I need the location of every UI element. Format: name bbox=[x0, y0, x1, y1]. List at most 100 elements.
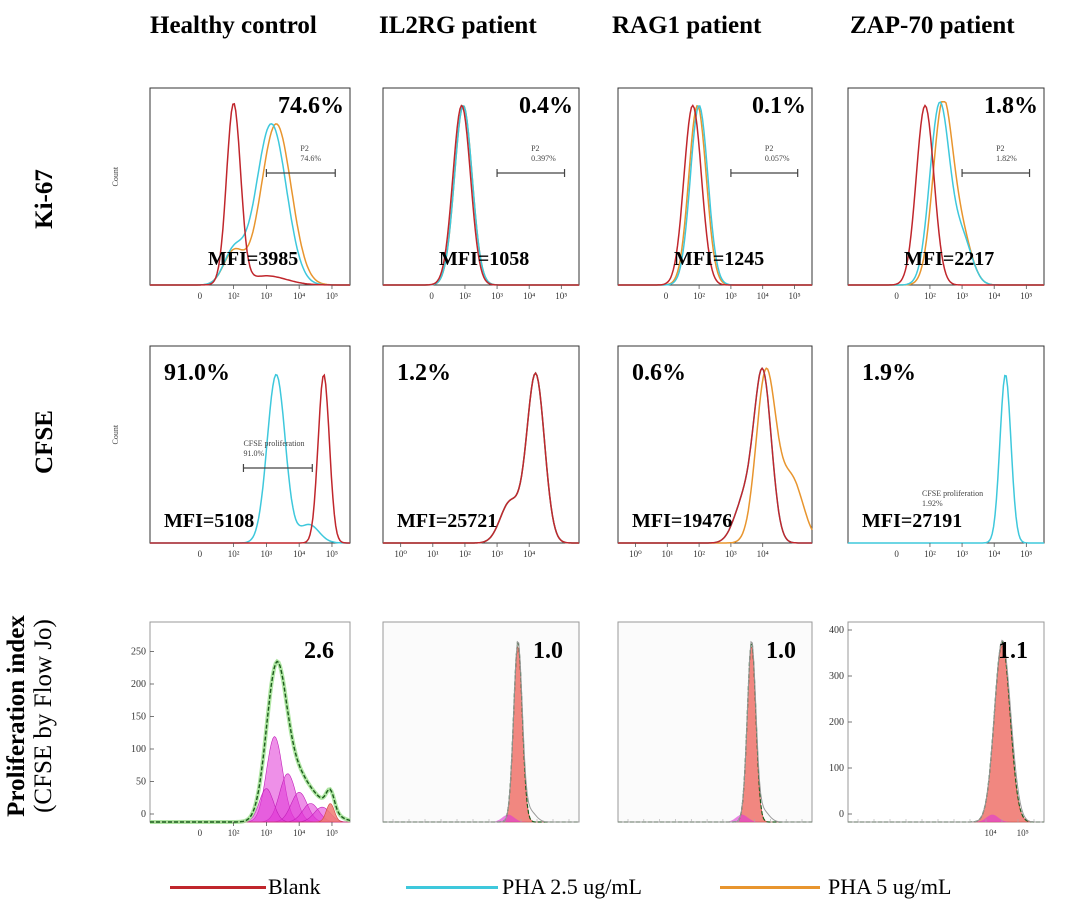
panel-ki67-1-gate-value: 0.397% bbox=[531, 154, 556, 163]
column-title-healthy-control: Healthy control bbox=[150, 12, 317, 39]
panel-cfse-1-frame bbox=[382, 345, 580, 544]
panel-cfse-3-percent: 1.9% bbox=[862, 360, 916, 386]
panel-cfse-0-percent: 91.0% bbox=[164, 360, 230, 386]
panel-cfse-0-gate-value: 91.0% bbox=[243, 449, 264, 458]
panel-ki67-1-xtick-label: 10⁵ bbox=[555, 291, 567, 301]
panel-prolif-2-frame bbox=[617, 621, 813, 823]
panel-ki67-3-gate-label: P2 bbox=[996, 144, 1004, 153]
panel-cfse-0-xtick-label: 10⁵ bbox=[326, 549, 338, 559]
panel-ki67-2-gate-label: P2 bbox=[765, 144, 773, 153]
panel-ki67-0-gate-label: P2 bbox=[300, 144, 308, 153]
panel-cfse-3-xtick-label: 10² bbox=[924, 549, 936, 559]
panel-ki67-3-gate-value: 1.82% bbox=[996, 154, 1017, 163]
panel-ki67-2-mfi: MFI=1245 bbox=[674, 248, 764, 270]
panel-cfse-2-curve-blank bbox=[618, 367, 812, 544]
panel-ki67-0-ylabel: Count bbox=[111, 166, 120, 186]
panel-prolif-3-index-value: 1.1 bbox=[998, 638, 1028, 664]
panel-ki67-3-xtick-label: 10⁴ bbox=[988, 291, 1000, 301]
panel-ki67-2-xtick-zero: 0 bbox=[664, 291, 669, 301]
panel-cfse-1-mfi: MFI=25721 bbox=[397, 510, 497, 532]
panel-cfse-1-xtick-label: 10¹ bbox=[427, 549, 439, 559]
panel-prolif-3-ytick-label: 100 bbox=[829, 763, 844, 774]
panel-prolif-0-xtick-label: 10⁴ bbox=[293, 828, 305, 838]
panel-ki67-3-xtick-label: 10² bbox=[924, 291, 936, 301]
panel-cfse-1-xtick-label: 10⁰ bbox=[394, 549, 407, 559]
panel-cfse-1-xtick-label: 10³ bbox=[491, 549, 503, 559]
panel-cfse-2-xtick-label: 10² bbox=[693, 549, 705, 559]
panel-ki67-1-frame bbox=[382, 87, 580, 286]
panel-ki67-1-curve-blank bbox=[383, 104, 579, 286]
panel-cfse-3-xtick-label: 10³ bbox=[956, 549, 968, 559]
panel-ki67-1-gate-label: P2 bbox=[531, 144, 539, 153]
legend-swatch-pha-5 bbox=[720, 886, 820, 889]
panel-ki67-0-frame bbox=[149, 87, 351, 286]
panel-cfse-3-xtick-label: 10⁵ bbox=[1020, 549, 1032, 559]
panel-ki67-2-gate-value: 0.057% bbox=[765, 154, 790, 163]
panel-prolif-2-data-trace bbox=[618, 640, 812, 823]
panel-cfse-0-curve-blank bbox=[150, 373, 350, 544]
panel-cfse-0-ylabel: Count bbox=[111, 424, 120, 444]
panel-prolif-1-data-trace bbox=[383, 640, 579, 823]
panel-cfse-0-mfi: MFI=5108 bbox=[164, 510, 254, 532]
panel-ki67-0-mfi: MFI=3985 bbox=[208, 248, 298, 270]
panel-prolif-3-generation-peak bbox=[848, 814, 1044, 822]
panel-ki67-1-xtick-label: 10³ bbox=[491, 291, 503, 301]
panel-cfse-2-xtick-label: 10³ bbox=[725, 549, 737, 559]
panel-ki67-0-percent: 74.6% bbox=[278, 93, 344, 119]
panel-prolif-3-ytick-label: 0 bbox=[839, 809, 844, 820]
panel-cfse-0-frame bbox=[149, 345, 351, 544]
panel-prolif-0-ytick-label: 0 bbox=[141, 809, 146, 820]
panel-ki67-1-percent: 0.4% bbox=[519, 93, 573, 119]
panel-ki67-0-xtick-zero: 0 bbox=[198, 291, 203, 301]
panel-ki67-0-xtick-label: 10⁵ bbox=[326, 291, 338, 301]
panel-ki67-2-xtick-label: 10² bbox=[693, 291, 705, 301]
panel-ki67-0-gate-value: 74.6% bbox=[300, 154, 321, 163]
panel-cfse-3-gate-label: CFSE proliferation bbox=[922, 489, 983, 498]
panel-prolif-0-xtick-label: 10³ bbox=[261, 828, 273, 838]
legend-item-blank: Blank bbox=[170, 874, 340, 900]
panel-prolif-0-ytick-label: 50 bbox=[136, 777, 146, 788]
panel-ki67-0-xtick-label: 10² bbox=[228, 291, 240, 301]
panel-ki67-2-xtick-label: 10³ bbox=[725, 291, 737, 301]
panel-cfse-3-mfi: MFI=27191 bbox=[862, 510, 962, 532]
legend-swatch-pha-2-5 bbox=[406, 886, 498, 889]
panel-cfse-0-xtick-zero: 0 bbox=[198, 549, 203, 559]
panel-prolif-0-ytick-label: 150 bbox=[131, 712, 146, 723]
panel-prolif-0-frame bbox=[149, 621, 351, 823]
panel-prolif-3-xtick-label: 10⁵ bbox=[1017, 828, 1029, 838]
legend-label-pha-2-5: PHA 2.5 ug/mL bbox=[502, 874, 642, 899]
panel-cfse-3-xtick-label: 10⁴ bbox=[988, 549, 1000, 559]
panel-ki67-3-curve-blank bbox=[848, 104, 1044, 286]
panel-prolif-0-index-value: 2.6 bbox=[304, 638, 334, 664]
panel-ki67-3-frame bbox=[847, 87, 1045, 286]
panel-ki67-0-xtick-label: 10⁴ bbox=[293, 291, 305, 301]
column-title-rag1-patient: RAG1 patient bbox=[612, 12, 762, 39]
panel-ki67-1-xtick-label: 10² bbox=[459, 291, 471, 301]
panel-prolif-0-ytick-label: 200 bbox=[131, 679, 146, 690]
panel-ki67-2-curve-blank bbox=[618, 104, 812, 286]
panel-cfse-2-xtick-label: 10⁴ bbox=[757, 549, 769, 559]
panel-cfse-0-xtick-label: 10⁴ bbox=[293, 549, 305, 559]
panel-ki67-0-xtick-label: 10³ bbox=[261, 291, 273, 301]
panel-prolif-1-index-value: 1.0 bbox=[533, 638, 563, 664]
panel-prolif-0-xtick-label: 10⁵ bbox=[326, 828, 338, 838]
panel-cfse-0-xtick-label: 10³ bbox=[261, 549, 273, 559]
panel-prolif-3-data-trace bbox=[848, 639, 1044, 823]
panel-cfse-1-xtick-label: 10² bbox=[459, 549, 471, 559]
panel-cfse-0-gate-label: CFSE proliferation bbox=[243, 439, 304, 448]
panel-prolif-0-xtick-label: 10² bbox=[228, 828, 240, 838]
legend-item-pha-5: PHA 5 ug/mL bbox=[720, 874, 1010, 900]
panel-prolif-3-ytick-label: 300 bbox=[829, 671, 844, 682]
column-title-il2rg-patient: IL2RG patient bbox=[379, 12, 537, 39]
panel-cfse-2-xtick-label: 10¹ bbox=[661, 549, 673, 559]
panel-ki67-3-xtick-zero: 0 bbox=[894, 291, 899, 301]
panel-ki67-1-xtick-label: 10⁴ bbox=[523, 291, 535, 301]
panel-ki67-3-xtick-label: 10⁵ bbox=[1020, 291, 1032, 301]
panel-prolif-3-ytick-label: 400 bbox=[829, 625, 844, 636]
panel-cfse-1-curve-blank bbox=[383, 371, 579, 544]
panel-cfse-2-percent: 0.6% bbox=[632, 360, 686, 386]
panel-cfse-0-xtick-label: 10² bbox=[228, 549, 240, 559]
panel-ki67-2-xtick-label: 10⁵ bbox=[788, 291, 800, 301]
panel-cfse-2-mfi: MFI=19476 bbox=[632, 510, 732, 532]
panel-cfse-3-xtick-zero: 0 bbox=[894, 549, 899, 559]
